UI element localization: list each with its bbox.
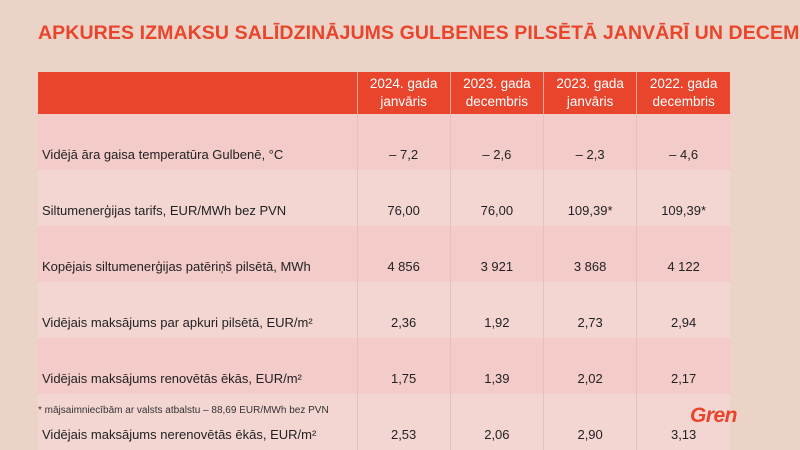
table-cell: 76,00 [356, 170, 451, 226]
table-header-row: 2024. gada janvāris 2023. gada decembris 2… [38, 72, 730, 114]
table-cell: 2,17 [636, 338, 730, 394]
table-cell: 1,92 [449, 282, 544, 338]
table-row: Vidējais maksājums par apkuri pilsētā, E… [38, 282, 730, 338]
table-cell: 2,02 [542, 338, 637, 394]
row-label: Vidējā āra gaisa temperatūra Gulbenē, °C [38, 114, 357, 170]
comparison-table: 2024. gada janvāris 2023. gada decembris 2… [38, 72, 730, 450]
column-header: 2023. gada decembris [449, 72, 544, 114]
table-cell: 2,94 [636, 282, 730, 338]
table-row: Kopējais siltumenerģijas patēriņš pilsēt… [38, 226, 730, 282]
table-cell: 2,73 [542, 282, 637, 338]
table-cell: 4 856 [356, 226, 451, 282]
table-cell: 4 122 [636, 226, 730, 282]
row-label: Siltumenerģijas tarifs, EUR/MWh bez PVN [38, 170, 357, 226]
table-cell: 1,39 [449, 338, 544, 394]
table-cell: 2,06 [449, 394, 544, 450]
table-cell: – 2,6 [449, 114, 544, 170]
column-header: 2023. gada janvāris [542, 72, 637, 114]
table-cell: 76,00 [449, 170, 544, 226]
page-title: APKURES IZMAKSU SALĪDZINĀJUMS GULBENES P… [38, 22, 800, 44]
table-row: Siltumenerģijas tarifs, EUR/MWh bez PVN … [38, 170, 730, 226]
row-label: Vidējais maksājums nerenovētās ēkās, EUR… [38, 394, 357, 450]
table-cell: 1,75 [356, 338, 451, 394]
table-row: Vidējais maksājums nerenovētās ēkās, EUR… [38, 394, 730, 450]
table-cell: 2,53 [356, 394, 451, 450]
table-header-empty [38, 72, 357, 114]
table-cell: 3,13 [636, 394, 730, 450]
footnote: * mājsaimniecībām ar valsts atbalstu – 8… [38, 405, 329, 416]
table-cell: 109,39* [542, 170, 637, 226]
row-label: Vidējais maksājums par apkuri pilsētā, E… [38, 282, 357, 338]
row-label: Vidējais maksājums renovētās ēkās, EUR/m… [38, 338, 357, 394]
table-cell: 109,39* [636, 170, 730, 226]
row-label: Kopējais siltumenerģijas patēriņš pilsēt… [38, 226, 357, 282]
table-cell: – 7,2 [356, 114, 451, 170]
table-cell: – 2,3 [542, 114, 637, 170]
table-row: Vidējais maksājums renovētās ēkās, EUR/m… [38, 338, 730, 394]
column-header: 2024. gada janvāris [356, 72, 451, 114]
gren-logo: Gren [690, 404, 738, 427]
table-cell: 2,90 [542, 394, 637, 450]
table-cell: 3 921 [449, 226, 544, 282]
table-row: Vidējā āra gaisa temperatūra Gulbenē, °C… [38, 114, 730, 170]
column-header: 2022. gada decembris [636, 72, 730, 114]
table-cell: – 4,6 [636, 114, 730, 170]
table-cell: 2,36 [356, 282, 451, 338]
table-cell: 3 868 [542, 226, 637, 282]
